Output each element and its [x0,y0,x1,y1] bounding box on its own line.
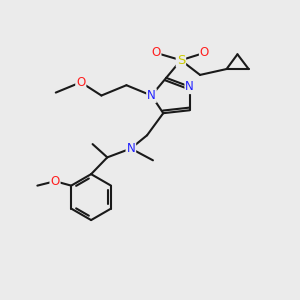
Text: N: N [185,80,194,93]
Text: S: S [177,54,185,67]
Text: O: O [151,46,160,59]
Text: N: N [147,89,156,102]
Text: O: O [200,46,209,59]
Text: N: N [127,142,135,155]
Text: O: O [76,76,86,89]
Text: O: O [50,175,60,188]
